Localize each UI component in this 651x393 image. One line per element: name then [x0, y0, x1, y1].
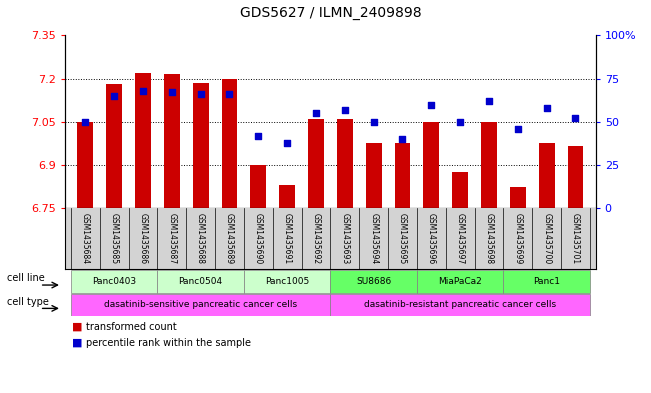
Text: dasatinib-resistant pancreatic cancer cells: dasatinib-resistant pancreatic cancer ce…: [364, 301, 556, 309]
Text: GSM1435687: GSM1435687: [167, 213, 176, 264]
Point: [80, 119, 90, 125]
Text: GSM1435698: GSM1435698: [484, 213, 493, 264]
Bar: [423, 122, 439, 208]
Text: GSM1435685: GSM1435685: [109, 213, 118, 264]
Point: [426, 101, 437, 108]
Text: GSM1435690: GSM1435690: [254, 213, 263, 264]
Bar: [158, 270, 244, 293]
Text: GSM1435695: GSM1435695: [398, 213, 407, 264]
Point: [570, 115, 581, 121]
Text: GSM1435686: GSM1435686: [139, 213, 148, 264]
Text: Panc1005: Panc1005: [265, 277, 309, 286]
Bar: [135, 73, 151, 208]
Bar: [193, 83, 208, 208]
Text: Panc1: Panc1: [533, 277, 560, 286]
Text: dasatinib-sensitive pancreatic cancer cells: dasatinib-sensitive pancreatic cancer ce…: [104, 301, 298, 309]
Point: [455, 119, 465, 125]
Text: GSM1435689: GSM1435689: [225, 213, 234, 264]
Text: GSM1435693: GSM1435693: [340, 213, 350, 264]
Bar: [106, 84, 122, 208]
Bar: [71, 270, 158, 293]
Point: [311, 110, 321, 116]
Text: SU8686: SU8686: [356, 277, 391, 286]
Point: [397, 136, 408, 142]
Point: [542, 105, 552, 111]
Point: [340, 107, 350, 113]
Text: ■: ■: [72, 322, 82, 332]
Text: GSM1435692: GSM1435692: [311, 213, 320, 264]
Text: transformed count: transformed count: [86, 322, 176, 332]
Text: GSM1435697: GSM1435697: [456, 213, 465, 264]
Bar: [503, 270, 590, 293]
Text: GSM1435688: GSM1435688: [196, 213, 205, 264]
Text: ■: ■: [72, 338, 82, 348]
Bar: [331, 294, 590, 316]
Bar: [568, 146, 583, 208]
Bar: [331, 270, 417, 293]
Text: Panc0403: Panc0403: [92, 277, 136, 286]
Text: cell type: cell type: [7, 297, 48, 307]
Point: [224, 91, 234, 97]
Bar: [164, 74, 180, 208]
Bar: [452, 172, 468, 208]
Bar: [366, 143, 381, 208]
Point: [138, 88, 148, 94]
Bar: [279, 185, 295, 208]
Bar: [77, 122, 93, 208]
Text: GSM1435696: GSM1435696: [427, 213, 436, 264]
Point: [368, 119, 379, 125]
Bar: [481, 122, 497, 208]
Bar: [395, 143, 410, 208]
Bar: [71, 294, 331, 316]
Bar: [510, 187, 526, 208]
Text: GSM1435701: GSM1435701: [571, 213, 580, 264]
Text: GSM1435691: GSM1435691: [283, 213, 292, 264]
Bar: [308, 119, 324, 208]
Bar: [417, 270, 503, 293]
Text: Panc0504: Panc0504: [178, 277, 223, 286]
Text: GSM1435694: GSM1435694: [369, 213, 378, 264]
Bar: [244, 270, 331, 293]
Text: GSM1435684: GSM1435684: [81, 213, 90, 264]
Point: [253, 132, 264, 139]
Point: [195, 91, 206, 97]
Point: [109, 93, 119, 99]
Bar: [251, 165, 266, 208]
Bar: [539, 143, 555, 208]
Text: GSM1435699: GSM1435699: [513, 213, 522, 264]
Bar: [337, 119, 353, 208]
Bar: [221, 79, 238, 208]
Text: GDS5627 / ILMN_2409898: GDS5627 / ILMN_2409898: [240, 6, 421, 20]
Text: percentile rank within the sample: percentile rank within the sample: [86, 338, 251, 348]
Text: cell line: cell line: [7, 273, 44, 283]
Point: [167, 89, 177, 95]
Point: [282, 140, 292, 146]
Text: MiaPaCa2: MiaPaCa2: [438, 277, 482, 286]
Point: [512, 126, 523, 132]
Text: GSM1435700: GSM1435700: [542, 213, 551, 264]
Point: [484, 98, 494, 104]
